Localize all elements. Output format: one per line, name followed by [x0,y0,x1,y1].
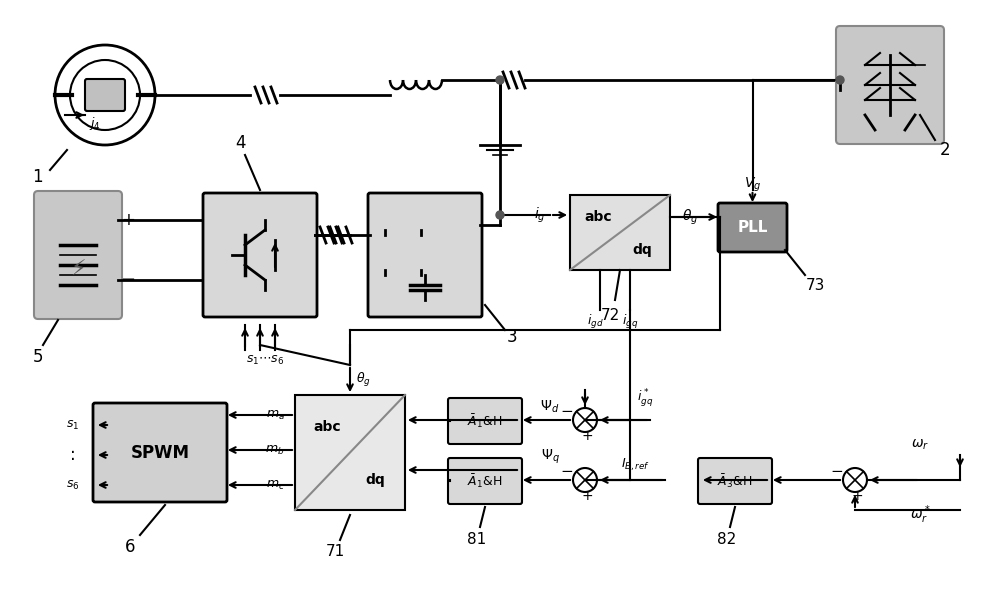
Text: $i^*_{gq}$: $i^*_{gq}$ [637,387,653,409]
Text: 5: 5 [33,348,43,366]
FancyBboxPatch shape [836,26,944,144]
Text: $j_4$: $j_4$ [89,114,101,132]
Text: $\bar{A}_3$&H: $\bar{A}_3$&H [717,472,753,490]
Text: 81: 81 [467,531,487,547]
Text: +: + [581,489,593,503]
Text: $m_b$: $m_b$ [265,444,285,457]
FancyBboxPatch shape [203,193,317,317]
FancyBboxPatch shape [718,203,787,252]
Text: 72: 72 [600,308,620,323]
Text: SPWM: SPWM [130,444,190,461]
Text: 73: 73 [805,278,825,292]
Text: 2: 2 [940,141,950,159]
Text: 82: 82 [717,531,737,547]
Text: $\theta_g$: $\theta_g$ [682,208,698,227]
Text: abc: abc [584,210,612,224]
Text: −: − [561,404,573,419]
Text: $m_a$: $m_a$ [266,409,284,422]
Text: +: + [121,211,135,229]
FancyBboxPatch shape [295,395,405,510]
FancyBboxPatch shape [448,398,522,444]
Text: −: − [120,271,136,289]
Text: $\Psi_d$: $\Psi_d$ [540,399,560,415]
Text: $\omega_r$: $\omega_r$ [911,438,929,452]
FancyBboxPatch shape [570,195,670,270]
Text: 6: 6 [125,538,135,556]
Text: 71: 71 [325,544,345,560]
FancyBboxPatch shape [368,193,482,317]
Text: $\theta_g$: $\theta_g$ [356,371,370,389]
Text: dq: dq [365,473,385,487]
FancyBboxPatch shape [448,458,522,504]
Text: −: − [831,464,843,480]
Text: $I_{E,ref}$: $I_{E,ref}$ [621,457,649,473]
FancyBboxPatch shape [698,458,772,504]
Text: $i_{gq}$: $i_{gq}$ [622,313,638,331]
Text: −: − [561,464,573,480]
FancyBboxPatch shape [93,403,227,502]
FancyBboxPatch shape [34,191,122,319]
Text: PLL: PLL [737,220,768,235]
FancyBboxPatch shape [85,79,125,111]
Circle shape [496,76,504,84]
Text: 4: 4 [235,134,245,152]
Text: +: + [581,429,593,443]
Text: $\bar{A}_1$&H: $\bar{A}_1$&H [467,412,503,430]
Text: :: : [70,446,76,464]
Text: $V_g$: $V_g$ [744,176,761,194]
Text: abc: abc [313,420,341,434]
Text: 3: 3 [507,328,517,346]
Text: $\omega^*_r$: $\omega^*_r$ [910,503,930,527]
Text: $s_6$: $s_6$ [66,479,80,492]
Circle shape [836,76,844,84]
Text: $i_{gd}$: $i_{gd}$ [587,313,603,331]
Text: $m_c$: $m_c$ [266,479,284,492]
Text: $i_g$: $i_g$ [534,205,546,225]
Text: dq: dq [632,243,652,257]
Text: $s_1$: $s_1$ [66,419,80,432]
Circle shape [496,211,504,219]
Text: +: + [851,489,863,503]
Text: $\Psi_q$: $\Psi_q$ [541,448,559,466]
Text: 1: 1 [32,168,42,186]
Text: $s_1 \cdots s_6$: $s_1 \cdots s_6$ [246,353,284,366]
Text: $\bar{A}_1$&H: $\bar{A}_1$&H [467,472,503,490]
Text: ⚡: ⚡ [70,260,86,280]
